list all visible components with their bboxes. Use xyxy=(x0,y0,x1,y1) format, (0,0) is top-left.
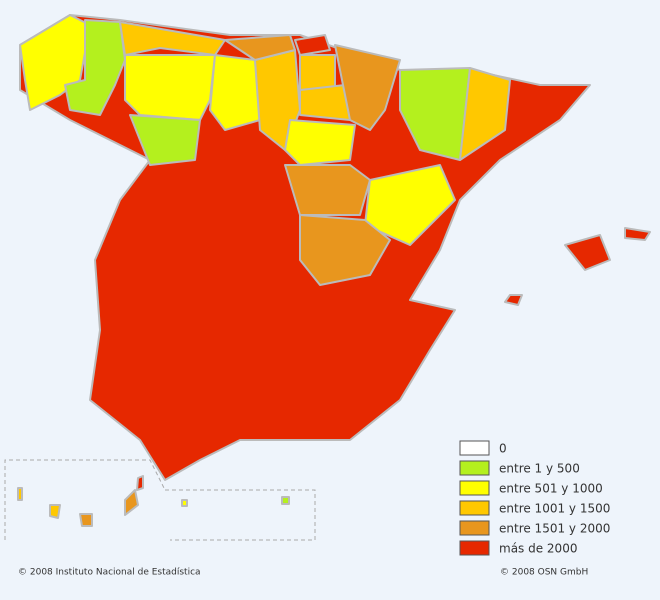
legend-label: entre 1501 y 2000 xyxy=(499,522,610,536)
region xyxy=(299,84,351,121)
legend: 0 entre 1 y 500 entre 501 y 1000 entre 1001… xyxy=(459,440,610,556)
copyright: © 2008 OSN GmbH xyxy=(500,568,588,578)
copyright: © 2008 Instituto Nacional de Estadística xyxy=(18,568,201,578)
region xyxy=(504,294,523,306)
legend-label: 0 xyxy=(499,442,507,456)
legend-label: entre 1 y 500 xyxy=(499,462,580,476)
region xyxy=(124,54,216,121)
legend-swatch xyxy=(459,500,490,516)
legend-swatch xyxy=(459,440,490,456)
region xyxy=(17,487,23,501)
region xyxy=(364,164,456,246)
region xyxy=(624,227,651,241)
legend-label: entre 1001 y 1500 xyxy=(499,502,610,516)
region xyxy=(459,67,511,161)
region xyxy=(399,67,471,161)
region xyxy=(119,21,226,56)
region xyxy=(209,54,261,131)
region xyxy=(136,475,144,491)
legend-swatch xyxy=(459,540,490,556)
region xyxy=(284,164,371,216)
legend-label: entre 501 y 1000 xyxy=(499,482,603,496)
region xyxy=(564,234,611,271)
region xyxy=(49,504,61,519)
region xyxy=(181,499,188,507)
legend-swatch xyxy=(459,480,490,496)
region xyxy=(79,513,93,527)
region xyxy=(299,54,336,91)
region xyxy=(299,214,391,286)
region xyxy=(129,114,201,166)
region xyxy=(334,44,401,131)
region xyxy=(281,496,290,505)
legend-swatch xyxy=(459,520,490,536)
legend-swatch xyxy=(459,460,490,476)
legend-label: más de 2000 xyxy=(499,542,577,556)
region xyxy=(284,119,356,166)
region xyxy=(224,34,296,61)
region xyxy=(294,34,331,56)
region xyxy=(124,489,139,516)
inset-border xyxy=(4,459,166,540)
inset-border xyxy=(165,489,316,541)
